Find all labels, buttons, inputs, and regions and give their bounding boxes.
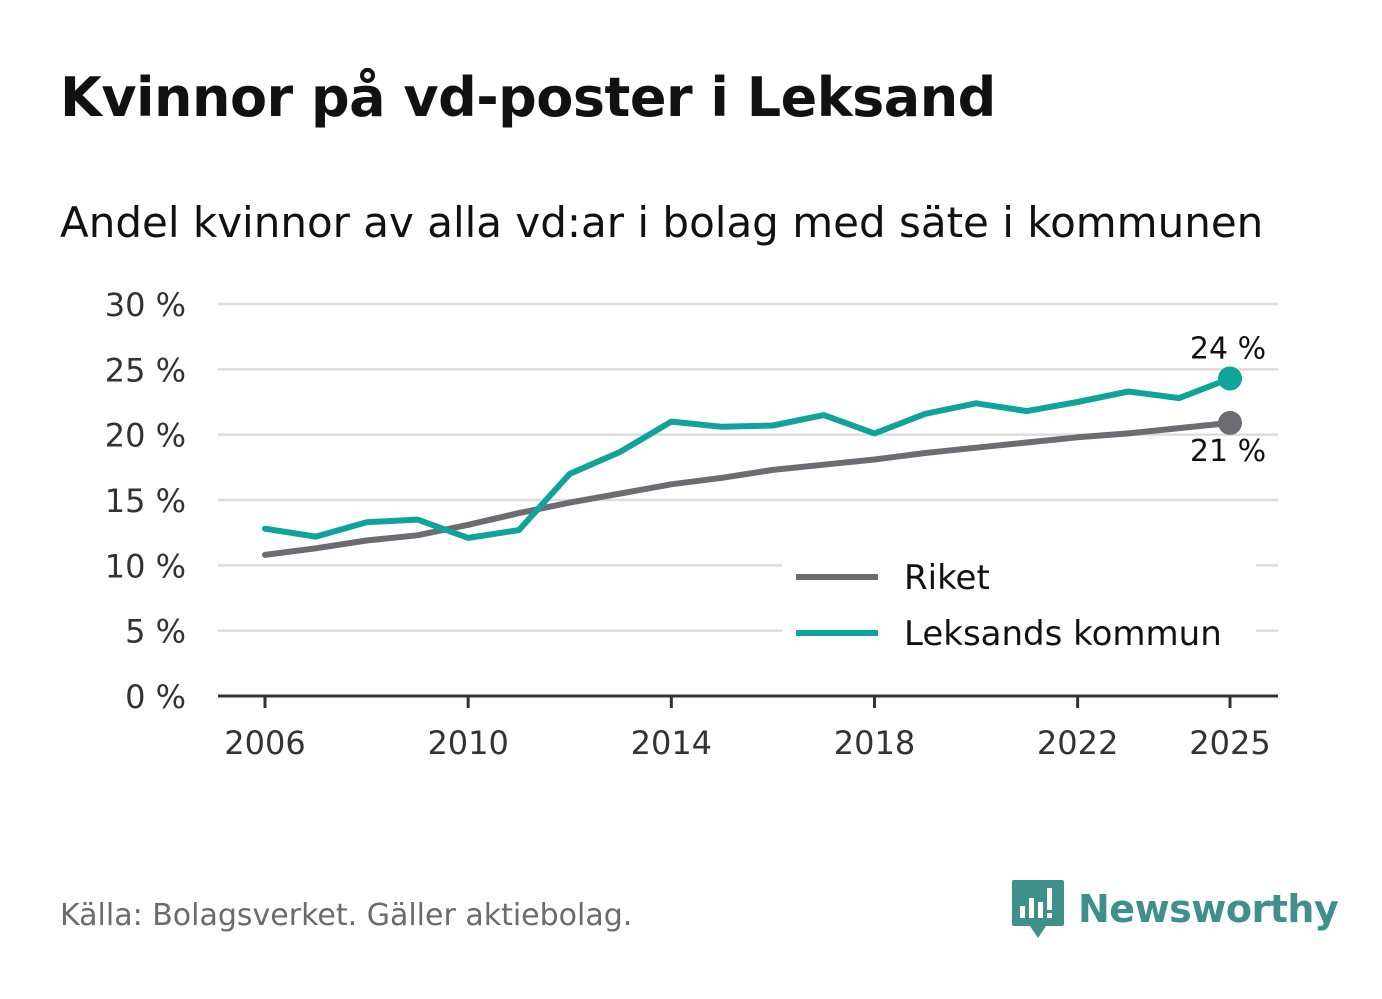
- x-tick-label: 2010: [427, 724, 508, 762]
- y-tick-label: 5 %: [125, 613, 186, 651]
- series-endpoint-riket: [1218, 410, 1242, 435]
- legend-label-leksand: Leksands kommun: [904, 614, 1222, 654]
- y-axis-ticks: 0 % 5 % 10 % 15 % 20 % 25 % 30 %: [105, 286, 186, 716]
- source-note: Källa: Bolagsverket. Gäller aktiebolag.: [60, 898, 633, 933]
- series-line-riket: [262, 419, 1233, 558]
- x-tick-label: 2014: [631, 724, 712, 762]
- y-tick-label: 10 %: [105, 547, 186, 585]
- y-tick-label: 20 %: [105, 417, 186, 455]
- legend-label-riket: Riket: [904, 558, 990, 598]
- end-label-leksand: 24 %: [1190, 331, 1266, 366]
- end-label-riket: 21 %: [1190, 434, 1266, 469]
- x-axis: 2006 2010 2014 2018 2022 2025: [218, 694, 1278, 762]
- x-tick-label: 2006: [224, 724, 305, 762]
- x-tick-label: 2018: [834, 724, 915, 762]
- series-endpoint-leksand: [1218, 366, 1242, 391]
- chart-title: Kvinnor på vd-poster i Leksand: [60, 66, 996, 129]
- series-lines: [262, 366, 1242, 558]
- y-tick-label: 0 %: [125, 678, 186, 716]
- series-line-leksand: [262, 375, 1233, 541]
- y-tick-label: 30 %: [105, 286, 186, 324]
- chart-subtitle: Andel kvinnor av alla vd:ar i bolag med …: [60, 198, 1264, 247]
- newsworthy-logo-icon: [1012, 880, 1064, 938]
- x-tick-label: 2022: [1037, 724, 1118, 762]
- brand-logo: Newsworthy: [1010, 878, 1339, 940]
- x-tick-label: 2025: [1189, 724, 1270, 762]
- y-tick-label: 15 %: [105, 482, 186, 520]
- y-tick-label: 25 %: [105, 351, 186, 389]
- brand-name: Newsworthy: [1078, 887, 1339, 931]
- end-labels: 24 % 21 %: [1190, 331, 1266, 468]
- legend: Riket Leksands kommun: [782, 553, 1256, 655]
